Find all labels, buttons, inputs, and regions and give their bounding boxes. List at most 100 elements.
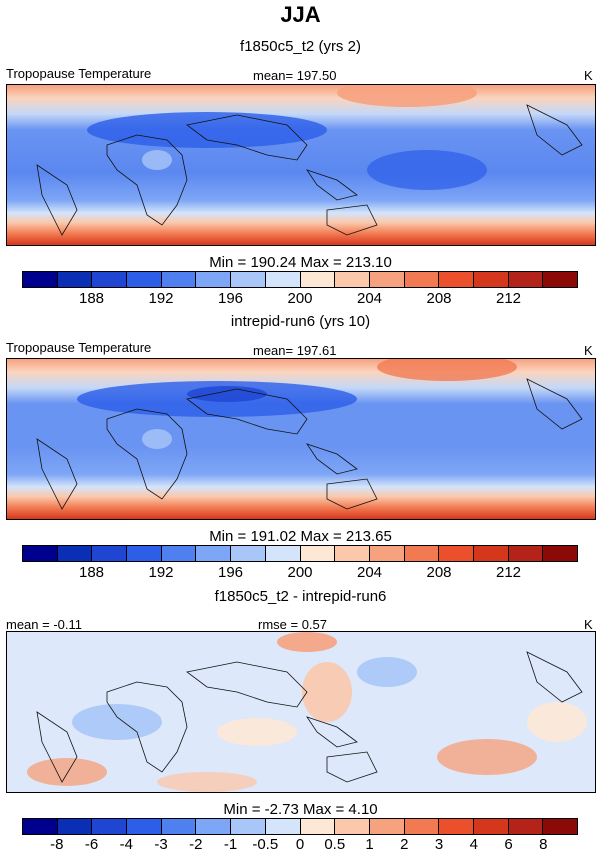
- panel-3-colorbar: [22, 818, 578, 835]
- panel-3-rmse-label: rmse = 0.57: [258, 617, 328, 632]
- colorbar-swatch: [404, 272, 440, 287]
- colorbar-tick-label: 208: [426, 564, 452, 581]
- panel-2-map: [6, 358, 596, 520]
- colorbar-swatch: [369, 546, 405, 561]
- colorbar-tick-label: 3: [434, 836, 444, 853]
- panel-2-minmax: Min = 191.02 Max = 213.65: [209, 528, 392, 545]
- colorbar-swatch: [439, 546, 474, 561]
- colorbar-tick-label: 0: [295, 836, 305, 853]
- colorbar-swatch: [57, 819, 93, 834]
- panel-1-map: [6, 84, 596, 246]
- colorbar-swatch: [127, 272, 162, 287]
- colorbar-tick-label: -8: [50, 836, 64, 853]
- colorbar-tick-label: 6: [504, 836, 513, 853]
- figure-title: JJA: [280, 2, 321, 27]
- colorbar-tick-label: -4: [119, 836, 133, 853]
- panel-3-units-label: K: [584, 617, 593, 632]
- panel-1-map-field: [7, 85, 595, 245]
- colorbar-tick-label: 8: [539, 836, 548, 853]
- colorbar-swatch: [473, 546, 509, 561]
- panel-1-minmax: Min = 190.24 Max = 213.10: [209, 254, 392, 271]
- colorbar-tick-label: 2: [400, 836, 409, 853]
- panel-1-mean-label: mean= 197.50: [253, 68, 337, 83]
- colorbar-tick-label: -0.5: [252, 836, 279, 853]
- panel-1-colorbar: [22, 271, 578, 288]
- colorbar-swatch: [23, 819, 58, 834]
- colorbar-swatch: [57, 272, 93, 287]
- panel-3-map: [6, 631, 596, 793]
- colorbar-swatch: [92, 819, 128, 834]
- colorbar-tick-label: 188: [78, 564, 105, 581]
- panel-3-colorbar-ticks: -8 -6 -4 -3 -2 -1 -0.5 0 0.5 1 2 3 4 6 8: [22, 836, 578, 854]
- panel-3-map-field: [7, 632, 595, 792]
- colorbar-tick-label: -6: [84, 836, 99, 853]
- colorbar-swatch: [92, 272, 128, 287]
- colorbar-tick-label: 188: [78, 290, 105, 307]
- colorbar-tick-label: 196: [217, 564, 244, 581]
- panel-2-mean-label: mean= 197.61: [253, 343, 337, 358]
- colorbar-swatch: [439, 819, 474, 834]
- panel-2-colorbar: [22, 545, 578, 562]
- panel-3-mean-label: mean = -0.11: [6, 617, 83, 632]
- colorbar-swatch: [300, 819, 336, 834]
- panel-1-variable-label: Tropopause Temperature: [6, 66, 152, 81]
- colorbar-tick-label: 204: [356, 290, 383, 307]
- colorbar-swatch: [127, 546, 162, 561]
- colorbar-swatch: [265, 272, 301, 287]
- panel-2-units-label: K: [584, 343, 593, 358]
- colorbar-swatch: [196, 819, 232, 834]
- colorbar-swatch: [161, 272, 197, 287]
- colorbar-swatch: [161, 546, 197, 561]
- panel-3-minmax: Min = -2.73 Max = 4.10: [223, 801, 378, 818]
- colorbar-tick-label: 200: [287, 564, 313, 581]
- colorbar-tick-label: 212: [495, 564, 522, 581]
- colorbar-swatch: [161, 819, 197, 834]
- colorbar-swatch: [196, 546, 232, 561]
- colorbar-swatch: [473, 272, 509, 287]
- colorbar-swatch: [57, 546, 93, 561]
- colorbar-swatch: [231, 546, 266, 561]
- colorbar-swatch: [127, 819, 162, 834]
- panel-2-map-field: [7, 359, 595, 519]
- panel-1-subtitle: f1850c5_t2 (yrs 2): [240, 38, 361, 55]
- colorbar-tick-label: -2: [189, 836, 203, 853]
- colorbar-swatch: [508, 819, 544, 834]
- colorbar-swatch: [508, 546, 544, 561]
- colorbar-swatch: [335, 546, 370, 561]
- panel-1-units-label: K: [584, 68, 593, 83]
- colorbar-swatch: [404, 546, 440, 561]
- panel-2-subtitle: intrepid-run6 (yrs 10): [230, 313, 371, 330]
- colorbar-swatch: [369, 819, 405, 834]
- colorbar-swatch: [231, 819, 266, 834]
- colorbar-swatch: [335, 819, 370, 834]
- panel-2-variable-label: Tropopause Temperature: [6, 340, 152, 355]
- colorbar-swatch: [543, 272, 577, 287]
- panel-1-colorbar-ticks: 188 192 196 200 204 208 212: [22, 290, 578, 308]
- colorbar-swatch: [369, 272, 405, 287]
- colorbar-swatch: [543, 546, 577, 561]
- colorbar-swatch: [300, 272, 336, 287]
- panel-2-colorbar-ticks: 188 192 196 200 204 208 212: [22, 564, 578, 582]
- colorbar-swatch: [439, 272, 474, 287]
- colorbar-swatch: [265, 546, 301, 561]
- colorbar-tick-label: 196: [217, 290, 244, 307]
- colorbar-tick-label: 1: [365, 836, 374, 853]
- colorbar-tick-label: 192: [148, 564, 174, 581]
- colorbar-tick-label: -1: [223, 836, 238, 853]
- panel-3-subtitle: f1850c5_t2 - intrepid-run6: [214, 588, 387, 605]
- colorbar-tick-label: 192: [148, 290, 174, 307]
- colorbar-tick-label: -3: [154, 836, 168, 853]
- colorbar-swatch: [265, 819, 301, 834]
- colorbar-swatch: [23, 272, 58, 287]
- colorbar-swatch: [300, 546, 336, 561]
- colorbar-swatch: [23, 546, 58, 561]
- colorbar-swatch: [335, 272, 370, 287]
- colorbar-swatch: [473, 819, 509, 834]
- colorbar-tick-label: 208: [426, 290, 452, 307]
- colorbar-tick-label: 204: [356, 564, 383, 581]
- colorbar-swatch: [508, 272, 544, 287]
- colorbar-tick-label: 0.5: [324, 836, 346, 853]
- colorbar-swatch: [196, 272, 232, 287]
- colorbar-tick-label: 4: [469, 836, 478, 853]
- colorbar-tick-label: 212: [495, 290, 522, 307]
